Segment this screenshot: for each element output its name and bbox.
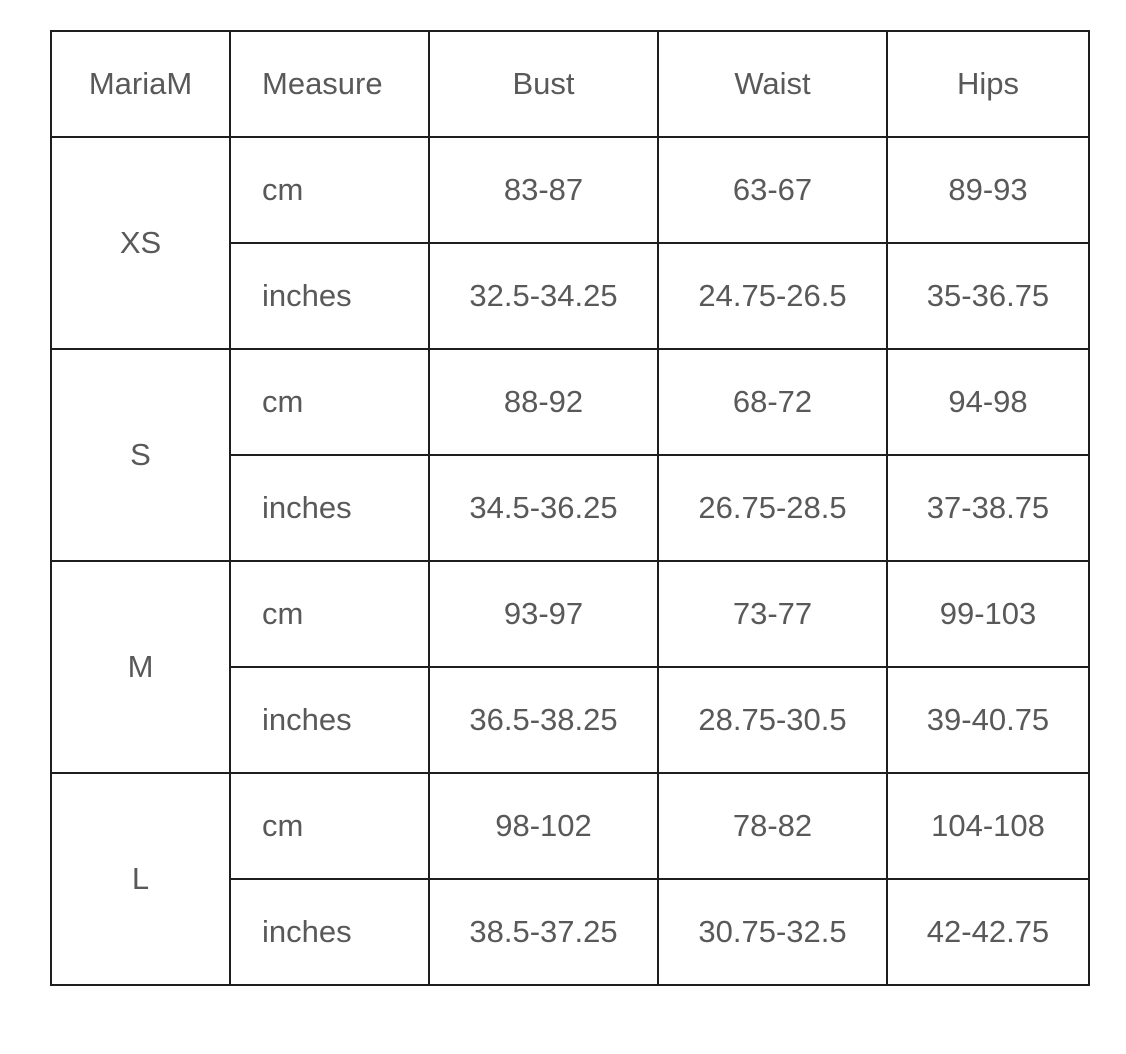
- waist-value: 30.75-32.5: [657, 878, 888, 986]
- waist-value: 26.75-28.5: [657, 454, 888, 562]
- size-chart-table: MariaM Measure Bust Waist Hips XS cm 83-87…: [50, 30, 1090, 986]
- hips-value: 42-42.75: [886, 878, 1090, 986]
- header-waist: Waist: [657, 30, 888, 138]
- bust-value: 83-87: [428, 136, 659, 244]
- measure-unit: cm: [229, 560, 430, 668]
- measure-unit: inches: [229, 454, 430, 562]
- waist-value: 78-82: [657, 772, 888, 880]
- hips-value: 89-93: [886, 136, 1090, 244]
- hips-value: 37-38.75: [886, 454, 1090, 562]
- measure-unit: cm: [229, 772, 430, 880]
- waist-value: 68-72: [657, 348, 888, 456]
- header-hips: Hips: [886, 30, 1090, 138]
- waist-value: 63-67: [657, 136, 888, 244]
- measure-unit: cm: [229, 348, 430, 456]
- hips-value: 39-40.75: [886, 666, 1090, 774]
- header-brand: MariaM: [50, 30, 231, 138]
- hips-value: 104-108: [886, 772, 1090, 880]
- bust-value: 93-97: [428, 560, 659, 668]
- size-label: XS: [50, 136, 231, 350]
- bust-value: 34.5-36.25: [428, 454, 659, 562]
- table-row: inches 34.5-36.25 26.75-28.5 37-38.75: [51, 454, 1090, 562]
- header-row: MariaM Measure Bust Waist Hips: [50, 30, 1090, 138]
- size-chart-body: MariaM Measure Bust Waist Hips XS cm 83-87…: [50, 30, 1090, 986]
- hips-value: 35-36.75: [886, 242, 1090, 350]
- size-label: M: [50, 560, 231, 774]
- size-label: L: [50, 772, 231, 986]
- bust-value: 36.5-38.25: [428, 666, 659, 774]
- bust-value: 32.5-34.25: [428, 242, 659, 350]
- hips-value: 94-98: [886, 348, 1090, 456]
- waist-value: 24.75-26.5: [657, 242, 888, 350]
- measure-unit: inches: [229, 666, 430, 774]
- waist-value: 28.75-30.5: [657, 666, 888, 774]
- measure-unit: inches: [229, 878, 430, 986]
- waist-value: 73-77: [657, 560, 888, 668]
- bust-value: 38.5-37.25: [428, 878, 659, 986]
- measure-unit: inches: [229, 242, 430, 350]
- table-row: inches 36.5-38.25 28.75-30.5 39-40.75: [51, 666, 1090, 774]
- hips-value: 99-103: [886, 560, 1090, 668]
- table-row: XS cm 83-87 63-67 89-93: [50, 136, 1090, 350]
- header-bust: Bust: [428, 30, 659, 138]
- size-label: S: [50, 348, 231, 562]
- bust-value: 88-92: [428, 348, 659, 456]
- header-measure: Measure: [229, 30, 430, 138]
- measure-unit: cm: [229, 136, 430, 244]
- table-row: inches 38.5-37.25 30.75-32.5 42-42.75: [51, 878, 1090, 986]
- bust-value: 98-102: [428, 772, 659, 880]
- table-row: inches 32.5-34.25 24.75-26.5 35-36.75: [51, 242, 1090, 350]
